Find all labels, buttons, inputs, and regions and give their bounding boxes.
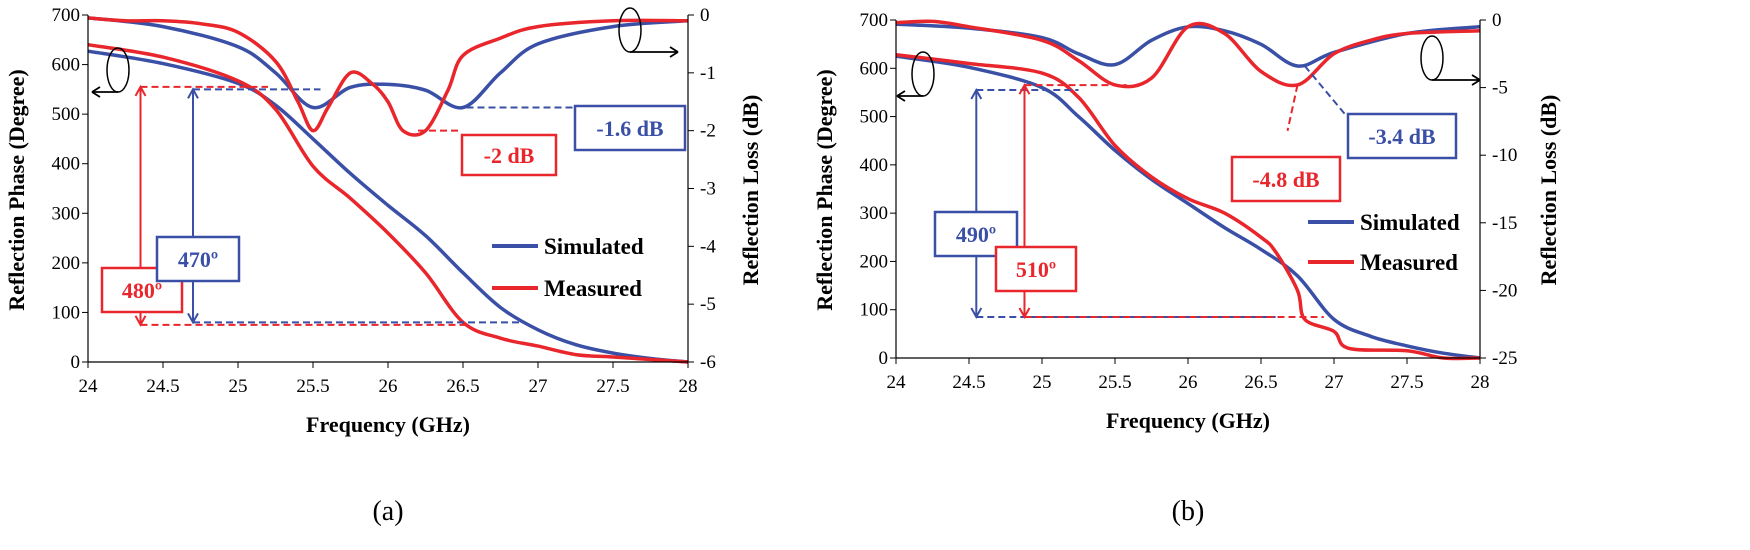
y-right-tick-label: -5 [700,294,716,315]
annotation-minus2db-box: -2 dB [460,133,558,177]
series-measured-phase-line [87,42,689,364]
x-tick-label: 26 [1179,372,1198,393]
svg-text:470º: 470º [178,247,218,272]
series-measured-loss-line [895,19,1481,89]
series-simulated-loss-line [87,16,689,110]
svg-text:510º: 510º [1016,257,1056,282]
svg-text:-2 dB: -2 dB [484,143,535,168]
y-right-tick-label: -3 [700,179,716,200]
annotation-minus3-4db-box: -3.4 dB [1346,112,1458,160]
axis-indicator-ellipse [618,7,642,53]
legend-measured-label: Measured [544,276,642,301]
y-left-tick-label: 200 [52,253,81,274]
x-axis-title: Frequency (GHz) [1106,408,1270,433]
y-axis-right-title: Reflection Loss (dB) [738,95,763,286]
x-tick-label: 28 [1471,372,1490,393]
y-left-tick-label: 500 [860,107,889,128]
axis-indicator-arrowhead [896,90,906,102]
y-left-tick-label: 100 [52,302,81,323]
loss-minimum-leader [1304,65,1346,115]
y-right-tick-label: -6 [700,352,716,373]
legend-simulated-label: Simulated [1360,210,1460,235]
y-right-tick-label: -25 [1492,348,1517,369]
axis-indicator-arrowhead [91,86,101,98]
x-tick-label: 26.5 [1244,372,1277,393]
axis-indicator-arrowhead [669,46,679,58]
y-left-tick-label: 0 [879,348,889,369]
axis-indicator-arrowhead [1471,74,1481,86]
x-tick-label: 24 [79,376,99,397]
y-left-tick-label: 500 [52,104,81,125]
y-right-tick-label: -20 [1492,280,1517,301]
annotation-minus4-8db-box: -4.8 dB [1230,155,1342,203]
y-left-tick-label: 700 [52,5,81,26]
y-right-tick-label: -4 [700,236,716,257]
y-axis-right-title: Reflection Loss (dB) [1536,95,1561,286]
y-left-tick-label: 0 [71,352,81,373]
y-right-tick-label: 0 [700,5,710,26]
chart-panel-a: 24 24.5 25 25.5 26 26.5 27 27.5 28 0 100 200 300 400 5… [4,5,763,527]
y-right-tick-label: -1 [700,63,716,84]
ticks-layer: 24 24.5 25 25.5 26 26.5 27 27.5 28 0 100 200 300 400 5… [860,10,1518,393]
x-tick-label: 27.5 [1390,372,1423,393]
x-tick-label: 25.5 [296,376,329,397]
y-left-tick-label: 200 [860,251,889,272]
x-tick-label: 27 [529,376,548,397]
chart-panel-b: 24 24.5 25 25.5 26 26.5 27 27.5 28 0 100 200 300 400 5… [812,10,1561,527]
series-measured-phase-line [895,53,1481,361]
y-right-tick-label: -10 [1492,145,1517,166]
y-left-tick-label: 700 [860,10,889,31]
x-tick-label: 24.5 [146,376,179,397]
svg-text:480º: 480º [122,278,162,303]
annotation-minus1-6db-box: -1.6 dB [573,104,687,152]
series-measured-loss-line [87,16,689,137]
curves-layer [895,19,1481,361]
annotations-layer [896,35,1481,320]
y-left-tick-label: 300 [860,203,889,224]
x-tick-label: 25.5 [1098,372,1131,393]
x-tick-label: 25 [229,376,248,397]
x-axis-title: Frequency (GHz) [306,412,470,437]
y-axis-left-title: Reflection Phase (Degree) [812,69,837,311]
y-right-tick-label: 0 [1492,10,1502,31]
y-left-tick-label: 600 [52,55,81,76]
x-tick-label: 26 [379,376,398,397]
x-tick-label: 24.5 [952,372,985,393]
x-tick-label: 24 [887,372,907,393]
x-tick-label: 27.5 [596,376,629,397]
x-tick-label: 25 [1033,372,1052,393]
y-left-tick-label: 400 [52,154,81,175]
x-tick-label: 28 [679,376,698,397]
y-left-tick-label: 600 [860,58,889,79]
ticks-layer: 24 24.5 25 25.5 26 26.5 27 27.5 28 0 100 200 300 400 5… [52,5,717,397]
y-left-tick-label: 100 [860,300,889,321]
legend-simulated-label: Simulated [544,234,644,259]
svg-text:-4.8 dB: -4.8 dB [1252,167,1320,192]
series-simulated-phase-line [895,54,1481,360]
legend-measured-label: Measured [1360,250,1458,275]
y-axis-left-title: Reflection Phase (Degree) [4,69,29,311]
annotation-510-box: 510º [994,245,1078,293]
y-right-tick-label: -15 [1492,213,1517,234]
x-tick-label: 27 [1325,372,1344,393]
panel-label-a: (a) [372,496,403,527]
y-left-tick-label: 300 [52,203,81,224]
svg-text:-3.4 dB: -3.4 dB [1368,124,1436,149]
legend: Simulated Measured [492,234,644,301]
series-simulated-phase-line [87,49,689,364]
legend: Simulated Measured [1308,210,1460,275]
svg-text:490º: 490º [956,222,996,247]
x-tick-label: 26.5 [446,376,479,397]
svg-text:-1.6 dB: -1.6 dB [596,116,664,141]
panel-label-b: (b) [1172,496,1205,527]
y-right-tick-label: -2 [700,121,716,142]
annotation-470-box: 470º [155,235,241,283]
y-right-tick-label: -5 [1492,78,1508,99]
loss-minimum-leader [1286,84,1299,132]
axis-indicator-ellipse [1420,35,1444,81]
curves-layer [87,16,689,364]
y-left-tick-label: 400 [860,155,889,176]
